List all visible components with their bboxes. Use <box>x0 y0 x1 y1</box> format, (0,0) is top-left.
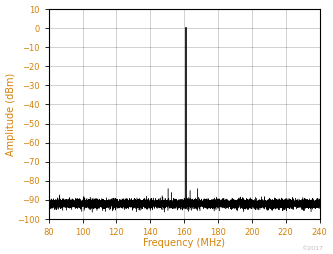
Text: ©2017: ©2017 <box>301 246 323 251</box>
Y-axis label: Amplitude (dBm): Amplitude (dBm) <box>6 72 16 156</box>
X-axis label: Frequency (MHz): Frequency (MHz) <box>143 239 225 248</box>
